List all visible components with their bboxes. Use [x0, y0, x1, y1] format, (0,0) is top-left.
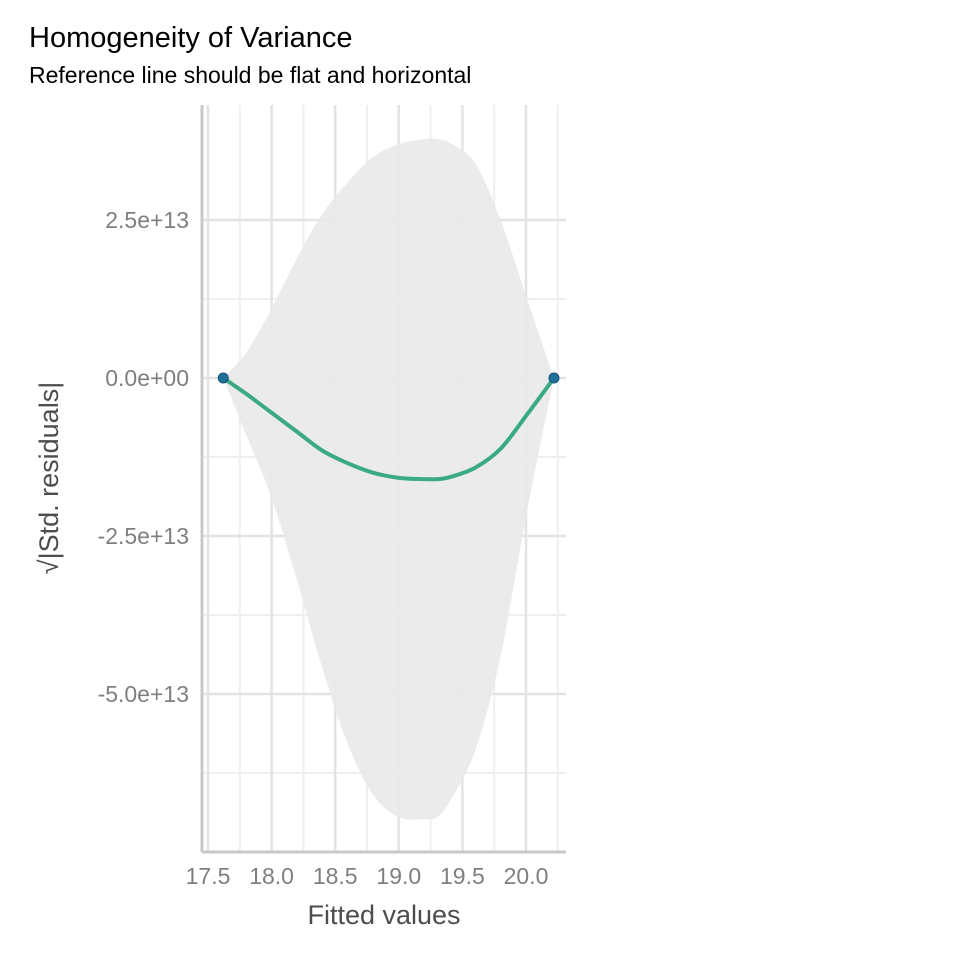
y-tick-labels: 2.5e+13 0.0e+00 -2.5e+13 -5.0e+13: [98, 207, 189, 707]
y-tick-label: 0.0e+00: [105, 365, 189, 391]
x-tick-label: 19.0: [376, 863, 421, 889]
y-tick-label: 2.5e+13: [105, 207, 189, 233]
x-tick-label: 18.5: [313, 863, 358, 889]
confidence-band: [223, 138, 554, 820]
x-axis-title: Fitted values: [307, 900, 460, 930]
x-tick-label: 18.0: [249, 863, 294, 889]
x-tick-label: 19.5: [440, 863, 485, 889]
smooth-line: [222, 376, 556, 482]
y-axis-title: √|Std. residuals|: [34, 382, 64, 574]
y-tick-label: -5.0e+13: [98, 681, 189, 707]
x-tick-labels: 17.5 18.0 18.5 19.0 19.5 20.0: [186, 863, 549, 889]
chart-subtitle: Reference line should be flat and horizo…: [29, 62, 472, 88]
chart-title: Homogeneity of Variance: [29, 22, 353, 54]
data-point: [217, 372, 229, 384]
y-tick-label: -2.5e+13: [98, 523, 189, 549]
x-tick-label: 20.0: [504, 863, 549, 889]
data-points: [217, 372, 560, 384]
x-tick-label: 17.5: [186, 863, 231, 889]
data-point: [548, 372, 560, 384]
